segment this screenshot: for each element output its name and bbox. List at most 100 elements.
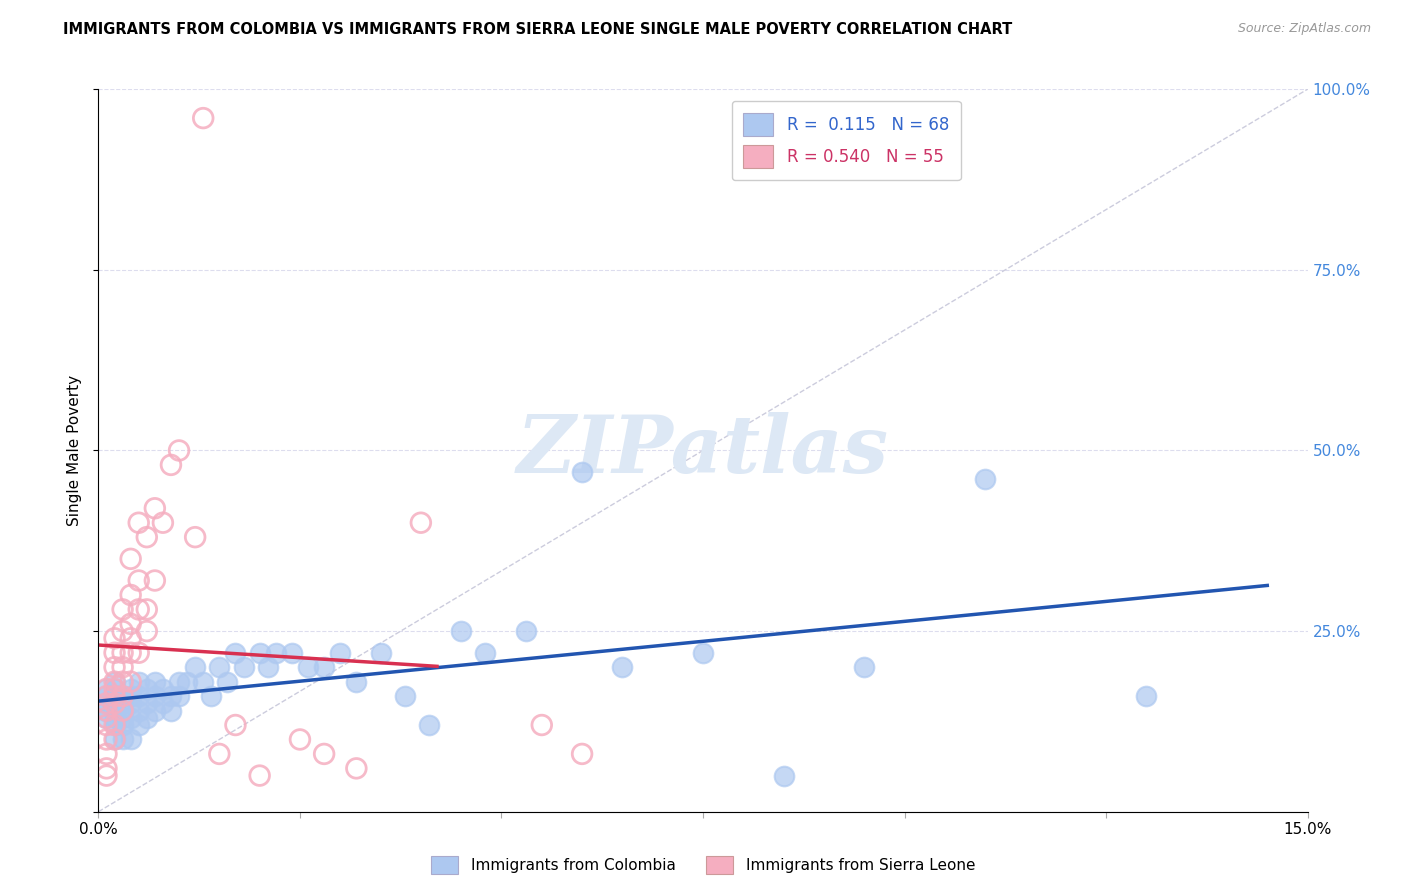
Legend: R =  0.115   N = 68, R = 0.540   N = 55: R = 0.115 N = 68, R = 0.540 N = 55 bbox=[731, 101, 960, 180]
Point bbox=[111, 602, 134, 616]
Point bbox=[208, 747, 231, 761]
Point bbox=[135, 711, 157, 725]
Point bbox=[264, 646, 287, 660]
Point bbox=[111, 624, 134, 639]
Point bbox=[96, 681, 118, 696]
Point bbox=[974, 472, 997, 486]
Point bbox=[612, 660, 634, 674]
Point bbox=[314, 660, 336, 674]
Point bbox=[103, 732, 125, 747]
Point bbox=[103, 732, 125, 747]
Point bbox=[143, 689, 166, 703]
Point bbox=[135, 624, 157, 639]
Point bbox=[394, 689, 416, 703]
Point bbox=[96, 689, 118, 703]
Point bbox=[111, 674, 134, 689]
Point bbox=[120, 551, 142, 566]
Point bbox=[111, 689, 134, 703]
Point bbox=[120, 689, 142, 703]
Point bbox=[135, 696, 157, 710]
Point bbox=[474, 646, 496, 660]
Point bbox=[224, 718, 246, 732]
Point bbox=[208, 660, 231, 674]
Point bbox=[103, 718, 125, 732]
Point bbox=[256, 660, 278, 674]
Point bbox=[111, 718, 134, 732]
Point bbox=[143, 501, 166, 516]
Point bbox=[128, 674, 150, 689]
Point bbox=[103, 674, 125, 689]
Point bbox=[96, 761, 118, 775]
Point bbox=[96, 696, 118, 710]
Point bbox=[418, 718, 440, 732]
Point bbox=[167, 689, 190, 703]
Point bbox=[128, 718, 150, 732]
Point bbox=[232, 660, 254, 674]
Point bbox=[409, 516, 432, 530]
Point bbox=[103, 646, 125, 660]
Point bbox=[297, 660, 319, 674]
Point bbox=[160, 704, 183, 718]
Point bbox=[143, 674, 166, 689]
Point bbox=[103, 718, 125, 732]
Point bbox=[120, 646, 142, 660]
Point bbox=[249, 769, 271, 783]
Point bbox=[103, 674, 125, 689]
Point bbox=[344, 674, 367, 689]
Point bbox=[571, 747, 593, 761]
Point bbox=[135, 681, 157, 696]
Point bbox=[96, 718, 118, 732]
Point bbox=[344, 761, 367, 775]
Point bbox=[103, 711, 125, 725]
Point bbox=[96, 689, 118, 703]
Point bbox=[111, 704, 134, 718]
Point bbox=[217, 674, 239, 689]
Point bbox=[329, 646, 352, 660]
Point bbox=[1135, 689, 1157, 703]
Point bbox=[120, 632, 142, 646]
Point bbox=[111, 704, 134, 718]
Point bbox=[103, 689, 125, 703]
Point bbox=[128, 602, 150, 616]
Text: IMMIGRANTS FROM COLOMBIA VS IMMIGRANTS FROM SIERRA LEONE SINGLE MALE POVERTY COR: IMMIGRANTS FROM COLOMBIA VS IMMIGRANTS F… bbox=[63, 22, 1012, 37]
Point bbox=[111, 732, 134, 747]
Point bbox=[103, 632, 125, 646]
Point bbox=[103, 689, 125, 703]
Point bbox=[96, 681, 118, 696]
Point bbox=[281, 646, 304, 660]
Y-axis label: Single Male Poverty: Single Male Poverty bbox=[67, 375, 83, 526]
Point bbox=[111, 646, 134, 660]
Point bbox=[103, 681, 125, 696]
Point bbox=[128, 646, 150, 660]
Point bbox=[96, 711, 118, 725]
Point bbox=[692, 646, 714, 660]
Point bbox=[853, 660, 876, 674]
Point bbox=[167, 443, 190, 458]
Point bbox=[160, 458, 183, 472]
Point bbox=[193, 674, 215, 689]
Point bbox=[224, 646, 246, 660]
Point bbox=[167, 674, 190, 689]
Point bbox=[96, 747, 118, 761]
Point bbox=[152, 681, 174, 696]
Point bbox=[143, 704, 166, 718]
Point bbox=[103, 696, 125, 710]
Point bbox=[288, 732, 311, 747]
Point bbox=[120, 732, 142, 747]
Point bbox=[571, 465, 593, 479]
Point bbox=[111, 660, 134, 674]
Point bbox=[96, 696, 118, 710]
Point bbox=[143, 574, 166, 588]
Point bbox=[370, 646, 392, 660]
Point bbox=[772, 769, 794, 783]
Point bbox=[111, 711, 134, 725]
Point bbox=[249, 646, 271, 660]
Point bbox=[120, 711, 142, 725]
Point bbox=[450, 624, 472, 639]
Point bbox=[103, 660, 125, 674]
Point bbox=[111, 689, 134, 703]
Point bbox=[120, 681, 142, 696]
Point bbox=[184, 660, 207, 674]
Text: ZIPatlas: ZIPatlas bbox=[517, 412, 889, 489]
Point bbox=[184, 530, 207, 544]
